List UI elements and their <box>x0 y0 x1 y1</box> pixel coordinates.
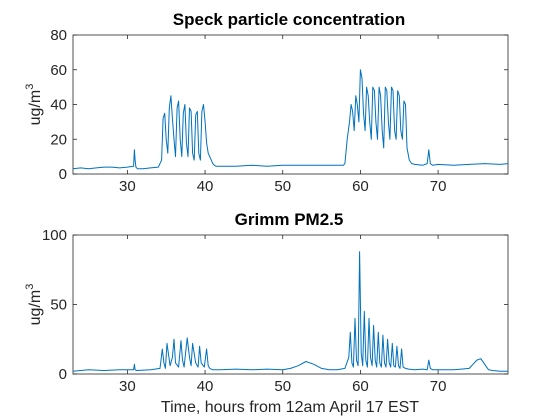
speck-x-tick-label: 60 <box>352 178 369 195</box>
speck-y-tick-label: 20 <box>50 131 67 148</box>
x-axis-label: Time, hours from 12am April 17 EST <box>161 399 419 416</box>
grimm-y-tick-label: 0 <box>59 366 67 383</box>
grimm-y-tick-label: 50 <box>50 297 67 314</box>
speck-x-tick-label: 70 <box>430 178 447 195</box>
grimm-x-tick-label: 40 <box>197 378 214 395</box>
grimm-chart-title: Grimm PM2.5 <box>235 210 344 229</box>
speck-x-tick-label: 30 <box>119 178 136 195</box>
grimm-x-tick-label: 70 <box>430 378 447 395</box>
grimm-y-axis-label: ug/m3 <box>24 284 44 326</box>
speck-chart-title: Speck particle concentration <box>173 10 405 29</box>
speck-x-tick-label: 50 <box>274 178 291 195</box>
grimm-x-tick-label: 50 <box>274 378 291 395</box>
speck-x-tick-label: 40 <box>197 178 214 195</box>
speck-panel: Speck particle concentration 30 40 50 60 70 0… <box>24 10 509 195</box>
grimm-panel: Grimm PM2.5 30 40 50 60 70 0 50 100 ug/m3 Time,… <box>24 210 509 416</box>
grimm-pm25-series <box>72 251 508 372</box>
speck-concentration-series <box>72 69 509 170</box>
speck-y-tick-label: 40 <box>50 97 67 114</box>
speck-plot-area <box>72 34 509 175</box>
speck-y-tick-label: 60 <box>50 62 67 79</box>
speck-y-tick-label: 80 <box>50 27 67 44</box>
speck-y-tick-label: 0 <box>59 166 67 183</box>
grimm-plot-area <box>72 234 509 375</box>
grimm-y-tick-label: 100 <box>42 227 67 244</box>
grimm-x-tick-label: 60 <box>352 378 369 395</box>
speck-y-axis-label: ug/m3 <box>24 84 44 126</box>
grimm-x-tick-label: 30 <box>119 378 136 395</box>
